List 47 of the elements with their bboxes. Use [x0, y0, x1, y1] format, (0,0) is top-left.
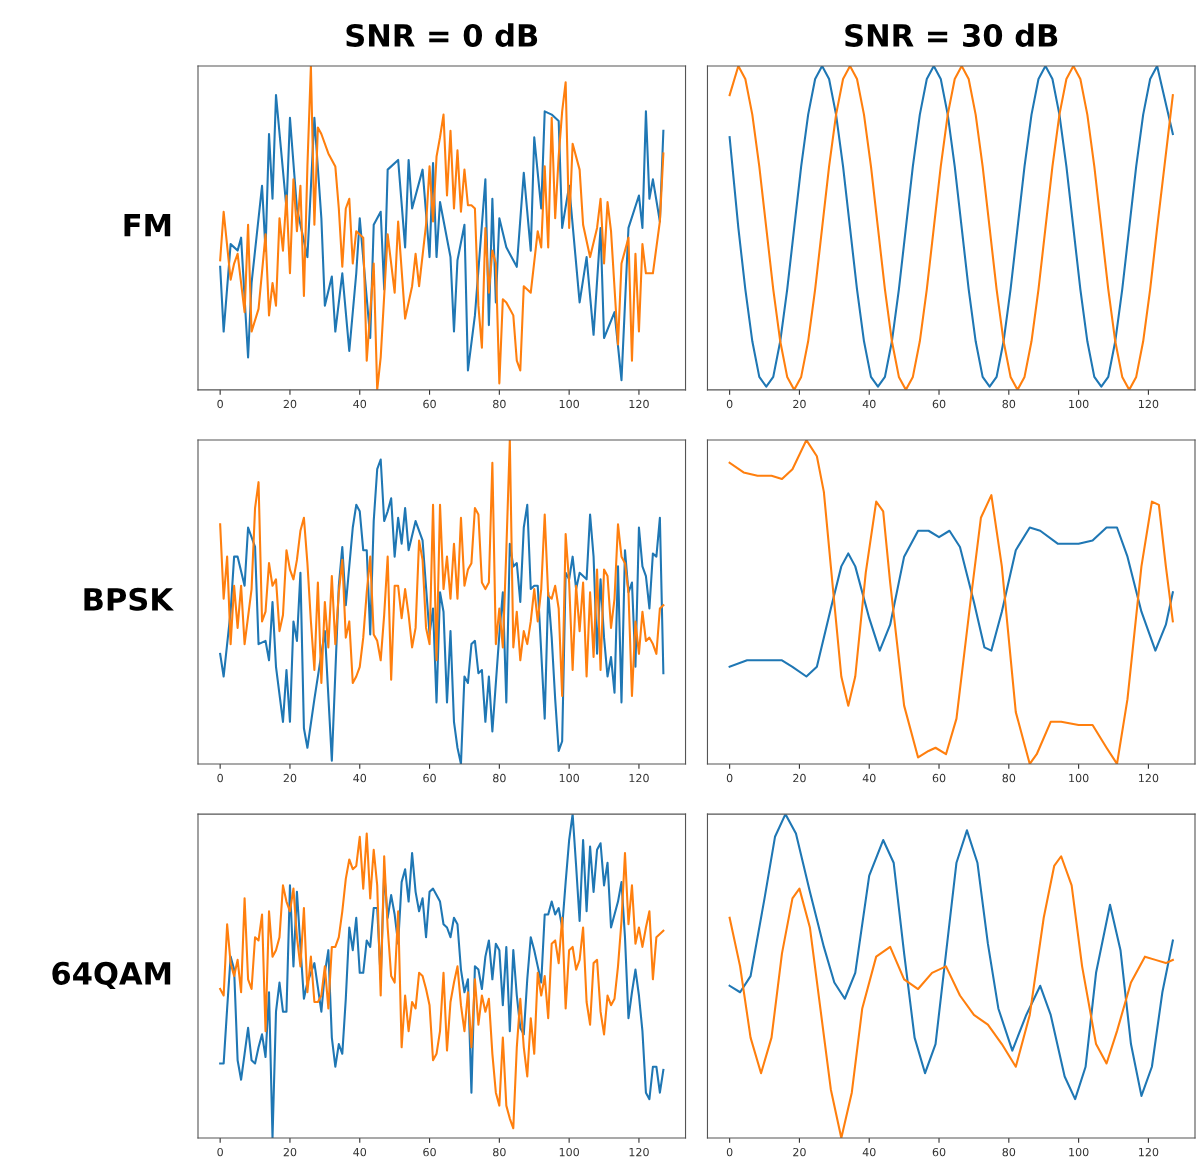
- x-tick-label: 20: [793, 773, 806, 783]
- x-tick-label: 0: [726, 1147, 733, 1157]
- x-tick-label: 20: [283, 399, 297, 409]
- x-tick-label: 40: [353, 773, 367, 783]
- x-tick-label: 120: [629, 1147, 649, 1157]
- x-tick-label: 40: [862, 1147, 876, 1157]
- x-tick-label: 100: [1069, 773, 1089, 783]
- x-tick-label: 40: [353, 399, 367, 409]
- y-axis-title: FM: [124, 214, 171, 237]
- x-tick-label: 80: [493, 773, 506, 783]
- x-tick-label: 100: [559, 773, 580, 783]
- x-tick-label: 100: [1069, 1147, 1089, 1157]
- chart-title: SNR = 30 dB: [845, 23, 1058, 47]
- x-tick-label: 100: [559, 399, 580, 409]
- x-tick-label: 40: [862, 773, 876, 783]
- x-tick-label: 120: [629, 399, 649, 409]
- x-tick-label: 20: [793, 399, 806, 409]
- y-axis-title: BPSK: [84, 587, 174, 611]
- x-tick-label: 0: [217, 773, 223, 783]
- x-tick-label: 0: [217, 1147, 223, 1157]
- x-tick-label: 60: [932, 773, 946, 783]
- x-tick-label: 20: [283, 773, 297, 783]
- x-tick-label: 80: [1002, 399, 1016, 409]
- x-tick-label: 80: [493, 1147, 506, 1157]
- x-tick-label: 80: [1002, 1147, 1016, 1157]
- chart-title: SNR = 0 dB: [346, 23, 538, 47]
- x-tick-label: 60: [423, 773, 436, 783]
- x-tick-label: 120: [1139, 399, 1159, 409]
- x-tick-label: 120: [1139, 1147, 1159, 1157]
- x-tick-label: 60: [932, 1147, 946, 1157]
- x-tick-label: 120: [1139, 773, 1159, 783]
- x-tick-label: 20: [283, 1147, 297, 1157]
- y-axis-title: 64QAM: [52, 961, 171, 989]
- x-tick-label: 80: [493, 399, 506, 409]
- x-tick-label: 100: [1069, 399, 1089, 409]
- x-tick-label: 60: [932, 399, 946, 409]
- x-tick-label: 0: [726, 773, 733, 783]
- x-tick-label: 60: [423, 1147, 436, 1157]
- x-tick-label: 100: [559, 1147, 580, 1157]
- x-tick-label: 20: [793, 1147, 806, 1157]
- x-tick-label: 0: [217, 399, 223, 409]
- x-tick-label: 0: [726, 399, 733, 409]
- x-tick-label: 60: [423, 399, 436, 409]
- x-tick-label: 40: [353, 1147, 367, 1157]
- x-tick-label: 40: [862, 399, 876, 409]
- x-tick-label: 120: [629, 773, 649, 783]
- x-tick-label: 80: [1002, 773, 1016, 783]
